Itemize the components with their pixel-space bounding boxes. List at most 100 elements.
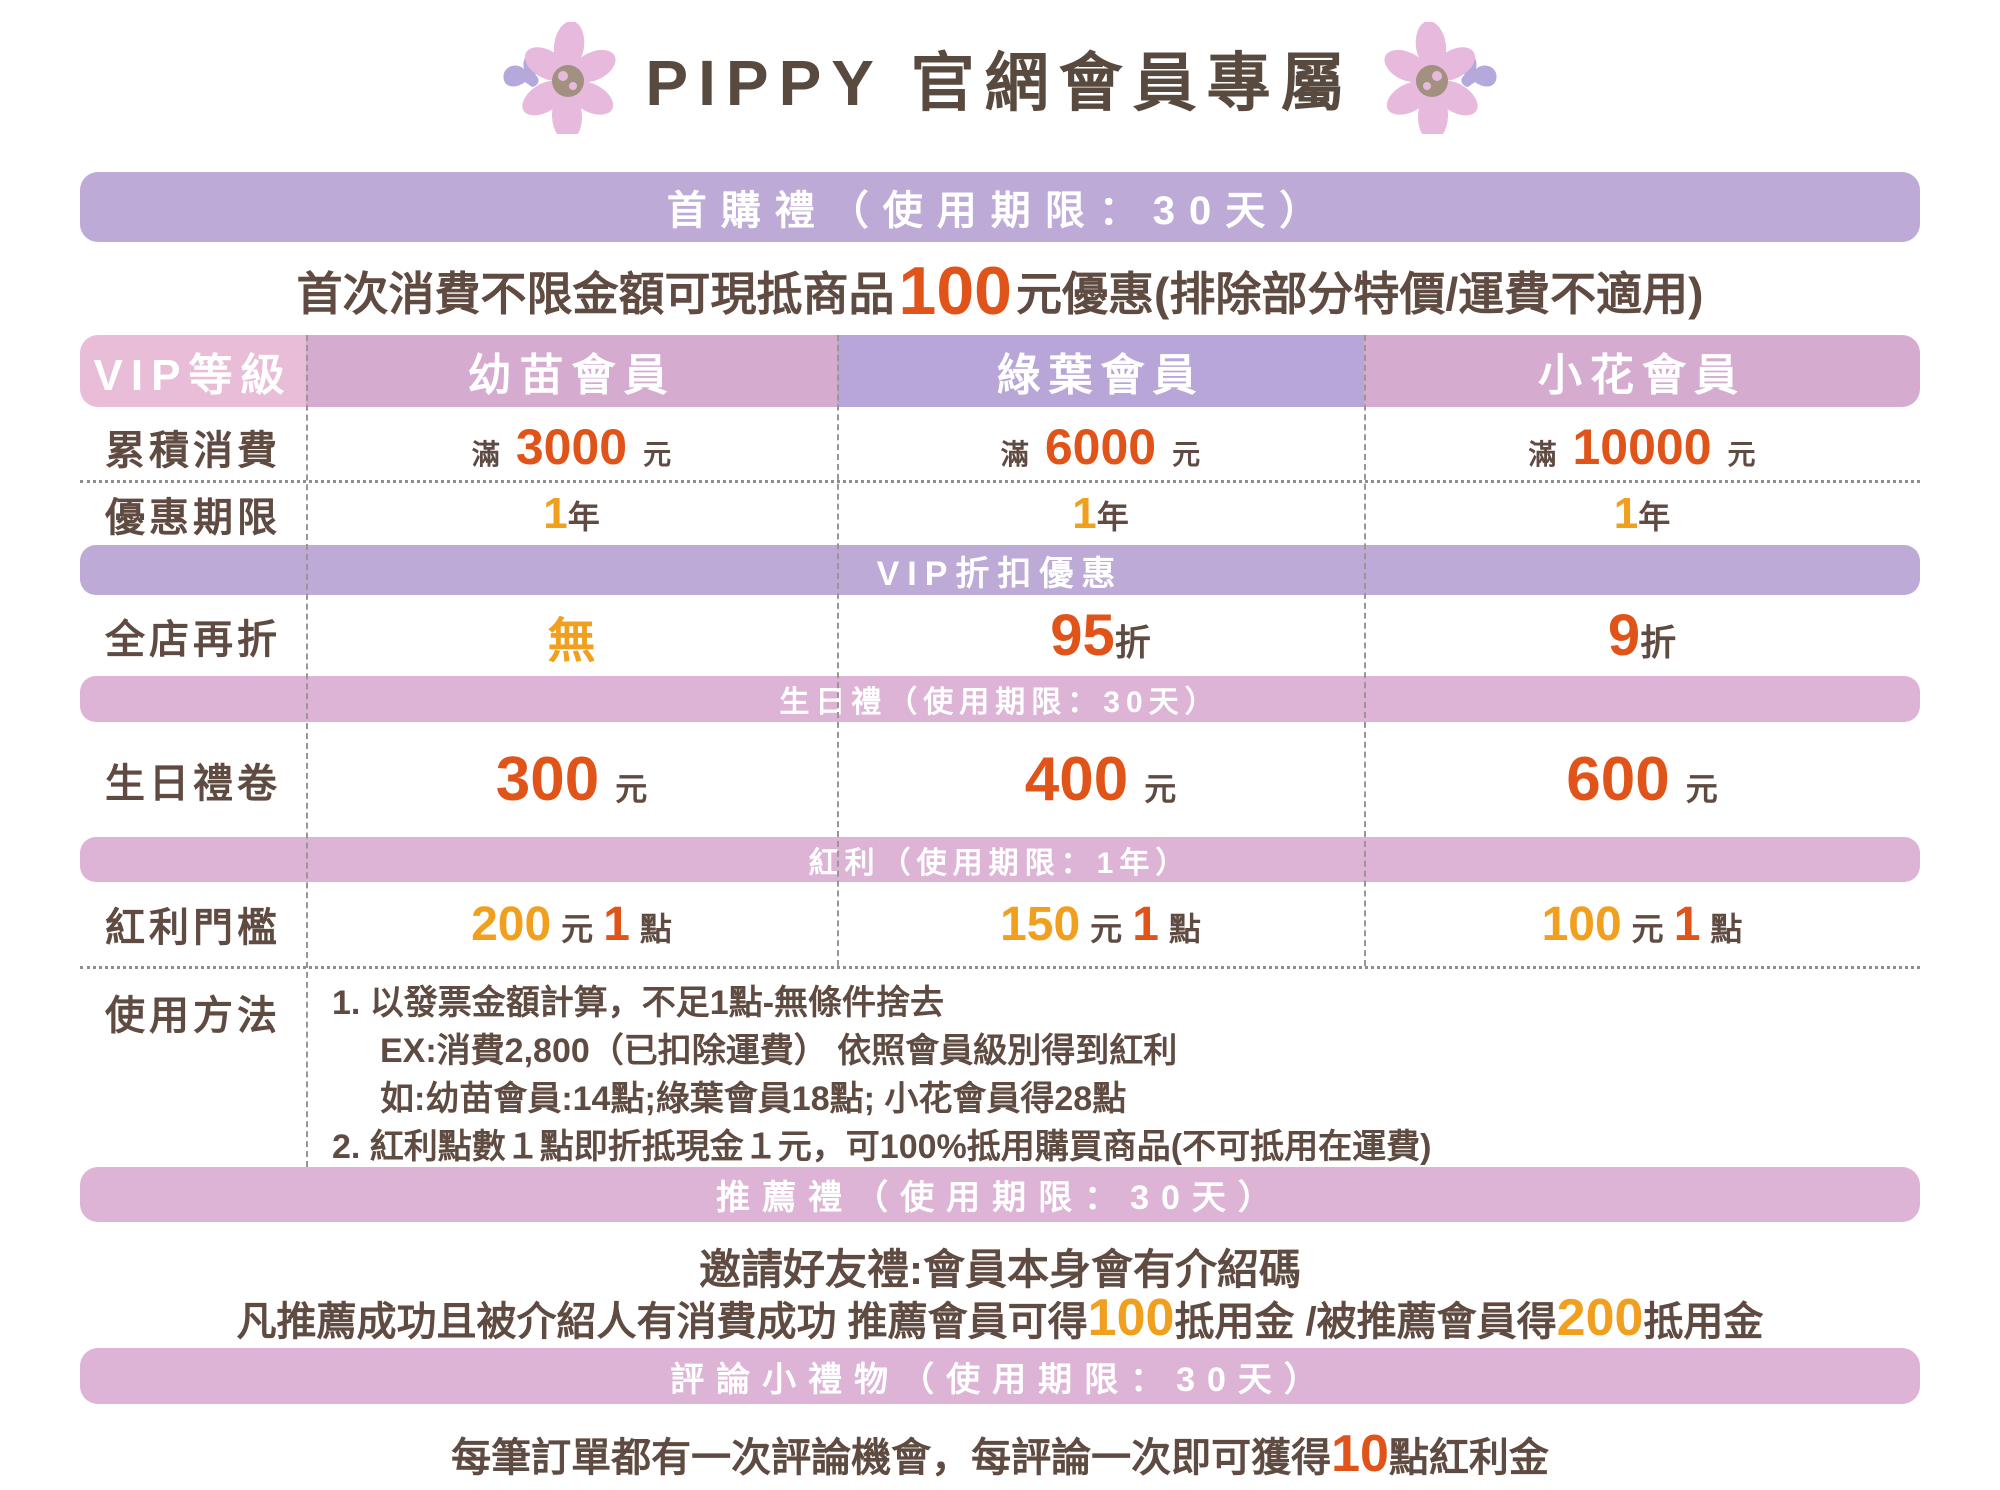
spend-unit: 元 xyxy=(1172,438,1201,470)
birthday-unit: 元 xyxy=(1144,771,1177,807)
bonus-unit-yuan: 元 xyxy=(561,910,594,947)
spend-prefix: 滿 xyxy=(1000,438,1029,470)
birthday-amount: 600 xyxy=(1566,745,1670,814)
row-label-bonus: 紅利門檻 xyxy=(105,906,281,950)
page-header: PIPPY 官網會員專屬 xyxy=(0,18,2000,138)
dashed-column-divider xyxy=(306,335,308,1167)
spend-unit: 元 xyxy=(1727,438,1756,470)
spend-flower: 滿 10000 元 xyxy=(1364,418,1920,476)
table-header-row: VIP等級 幼苗會員 綠葉會員 小花會員 xyxy=(80,335,1920,407)
bonus-unit-point: 點 xyxy=(1168,910,1201,947)
discount-value: 無 xyxy=(547,614,596,668)
referral-note-line1: 邀請好友禮:會員本身會有介紹碼 xyxy=(699,1246,1301,1293)
review-note-part2: 點紅利金 xyxy=(1388,1436,1549,1480)
dashed-column-divider xyxy=(1364,335,1366,966)
review-bonus-points: 10 xyxy=(1331,1425,1389,1483)
table-row-discount: 全店再折 無 95 折 9 折 xyxy=(80,595,1920,676)
review-note-part1: 每筆訂單都有一次評論機會，每評論一次即可獲得 xyxy=(451,1436,1332,1480)
bonus-unit-yuan: 元 xyxy=(1631,910,1664,947)
page-title: PIPPY 官網會員專屬 xyxy=(645,47,1355,119)
spend-prefix: 滿 xyxy=(1528,438,1557,470)
bonus-flower: 100 元 1 點 xyxy=(1364,897,1920,952)
header-tier-greenleaf: 綠葉會員 xyxy=(837,335,1364,407)
banner-first-purchase: 首購禮（使用期限：30天） xyxy=(80,172,1920,242)
header-tier-flower: 小花會員 xyxy=(1364,335,1920,407)
discount-flower: 9 折 xyxy=(1364,602,1920,669)
usage-line-2: EX:消費2,800（已扣除運費） 依照會員級別得到紅利 xyxy=(380,1032,1178,1070)
spend-amount: 6000 xyxy=(1044,418,1157,475)
spend-prefix: 滿 xyxy=(471,438,500,470)
discount-unit: 折 xyxy=(1640,622,1677,663)
banner-vip-discount: VIP折扣優惠 xyxy=(80,545,1920,595)
bonus-greenleaf: 150 元 1 點 xyxy=(837,897,1364,952)
period-amount: 1 xyxy=(1072,489,1097,538)
period-flower: 1 年 xyxy=(1364,489,1920,539)
bonus-points: 1 xyxy=(1132,897,1159,951)
first-purchase-note: 首次消費不限金額可現抵商品 100 元優惠(排除部分特價/運費不適用) xyxy=(0,248,2000,334)
discount-value: 95 xyxy=(1050,603,1115,668)
referral-line2-part1: 凡推薦成功且被介紹人有消費成功 推薦會員可得 xyxy=(236,1300,1088,1344)
referral-credit-referee: 200 xyxy=(1556,1289,1644,1347)
spend-unit: 元 xyxy=(643,438,672,470)
usage-line-1: 1. 以發票金額計算，不足1點-無條件捨去 xyxy=(332,984,945,1022)
bonus-points: 1 xyxy=(1673,897,1701,951)
vip-benefits-table: VIP等級 幼苗會員 綠葉會員 小花會員 累積消費 滿 3000 元 滿 600… xyxy=(80,335,1920,1167)
banner-review: 評論小禮物（使用期限：30天） xyxy=(80,1348,1920,1404)
flower-left-icon xyxy=(503,22,616,134)
dotted-divider xyxy=(80,966,1920,969)
birthday-amount: 400 xyxy=(1024,745,1129,814)
header-tier-seedling: 幼苗會員 xyxy=(306,335,837,407)
birthday-unit: 元 xyxy=(1685,771,1718,807)
spend-amount: 3000 xyxy=(515,418,628,475)
bonus-amount: 150 xyxy=(1000,897,1081,951)
referral-line2-part3: 抵用金 xyxy=(1643,1300,1764,1344)
flower-right-icon xyxy=(1384,22,1497,134)
period-unit: 年 xyxy=(1638,499,1671,535)
row-label-spend: 累積消費 xyxy=(105,428,281,473)
period-amount: 1 xyxy=(1613,489,1639,538)
dotted-divider xyxy=(80,480,1920,483)
spend-amount: 10000 xyxy=(1572,418,1712,475)
birthday-flower: 600 元 xyxy=(1364,744,1920,815)
period-greenleaf: 1 年 xyxy=(837,489,1364,539)
period-amount: 1 xyxy=(543,489,568,538)
spend-greenleaf: 滿 6000 元 xyxy=(837,418,1364,476)
bonus-seedling: 200 元 1 點 xyxy=(306,897,837,952)
bonus-unit-point: 點 xyxy=(639,910,672,947)
first-purchase-note-part1: 首次消費不限金額可現抵商品 xyxy=(296,268,895,320)
dashed-column-divider xyxy=(837,335,839,966)
bonus-unit-point: 點 xyxy=(1710,910,1743,947)
birthday-seedling: 300 元 xyxy=(306,744,837,815)
row-label-period: 優惠期限 xyxy=(105,496,281,540)
discount-unit: 折 xyxy=(1114,622,1151,663)
table-row-usage: 使用方法 1. 以發票金額計算，不足1點-無條件捨去 EX:消費2,800（已扣… xyxy=(80,969,1920,1167)
bonus-unit-yuan: 元 xyxy=(1090,910,1123,947)
row-label-discount: 全店再折 xyxy=(105,617,281,662)
referral-line2-part2: 抵用金 /被推薦會員得 xyxy=(1174,1300,1557,1344)
table-row-bonus: 紅利門檻 200 元 1 點 150 元 1 點 100 元 1 點 xyxy=(80,882,1920,966)
period-seedling: 1 年 xyxy=(306,489,837,539)
first-purchase-amount: 100 xyxy=(898,253,1013,329)
banner-referral: 推薦禮（使用期限：30天） xyxy=(80,1167,1920,1222)
row-label-birthday: 生日禮卷 xyxy=(105,761,281,806)
first-purchase-note-part2: 元優惠(排除部分特價/運費不適用) xyxy=(1016,268,1704,320)
referral-credit-referrer: 100 xyxy=(1087,1289,1175,1347)
birthday-unit: 元 xyxy=(615,771,648,807)
table-row-spend: 累積消費 滿 3000 元 滿 6000 元 滿 10000 元 xyxy=(80,413,1920,480)
table-row-period: 優惠期限 1 年 1 年 1 年 xyxy=(80,483,1920,545)
header-vip-level: VIP等級 xyxy=(80,335,306,407)
discount-value: 9 xyxy=(1607,603,1641,668)
usage-instructions: 1. 以發票金額計算，不足1點-無條件捨去 EX:消費2,800（已扣除運費） … xyxy=(306,969,1920,1171)
discount-greenleaf: 95 折 xyxy=(837,602,1364,669)
discount-seedling: 無 xyxy=(306,601,837,671)
banner-bonus: 紅利（使用期限：1年） xyxy=(80,837,1920,882)
period-unit: 年 xyxy=(1096,499,1129,535)
bonus-points: 1 xyxy=(603,897,630,951)
usage-line-3: 如:幼苗會員:14點;綠葉會員18點; 小花會員得28點 xyxy=(380,1080,1127,1118)
bonus-amount: 200 xyxy=(471,897,552,951)
referral-note-line2: 凡推薦成功且被介紹人有消費成功 推薦會員可得 100 抵用金 /被推薦會員得 2… xyxy=(0,1288,2000,1348)
banner-birthday: 生日禮（使用期限：30天） xyxy=(80,676,1920,722)
birthday-greenleaf: 400 元 xyxy=(837,744,1364,815)
period-unit: 年 xyxy=(567,499,600,535)
row-label-usage: 使用方法 xyxy=(105,994,281,1038)
